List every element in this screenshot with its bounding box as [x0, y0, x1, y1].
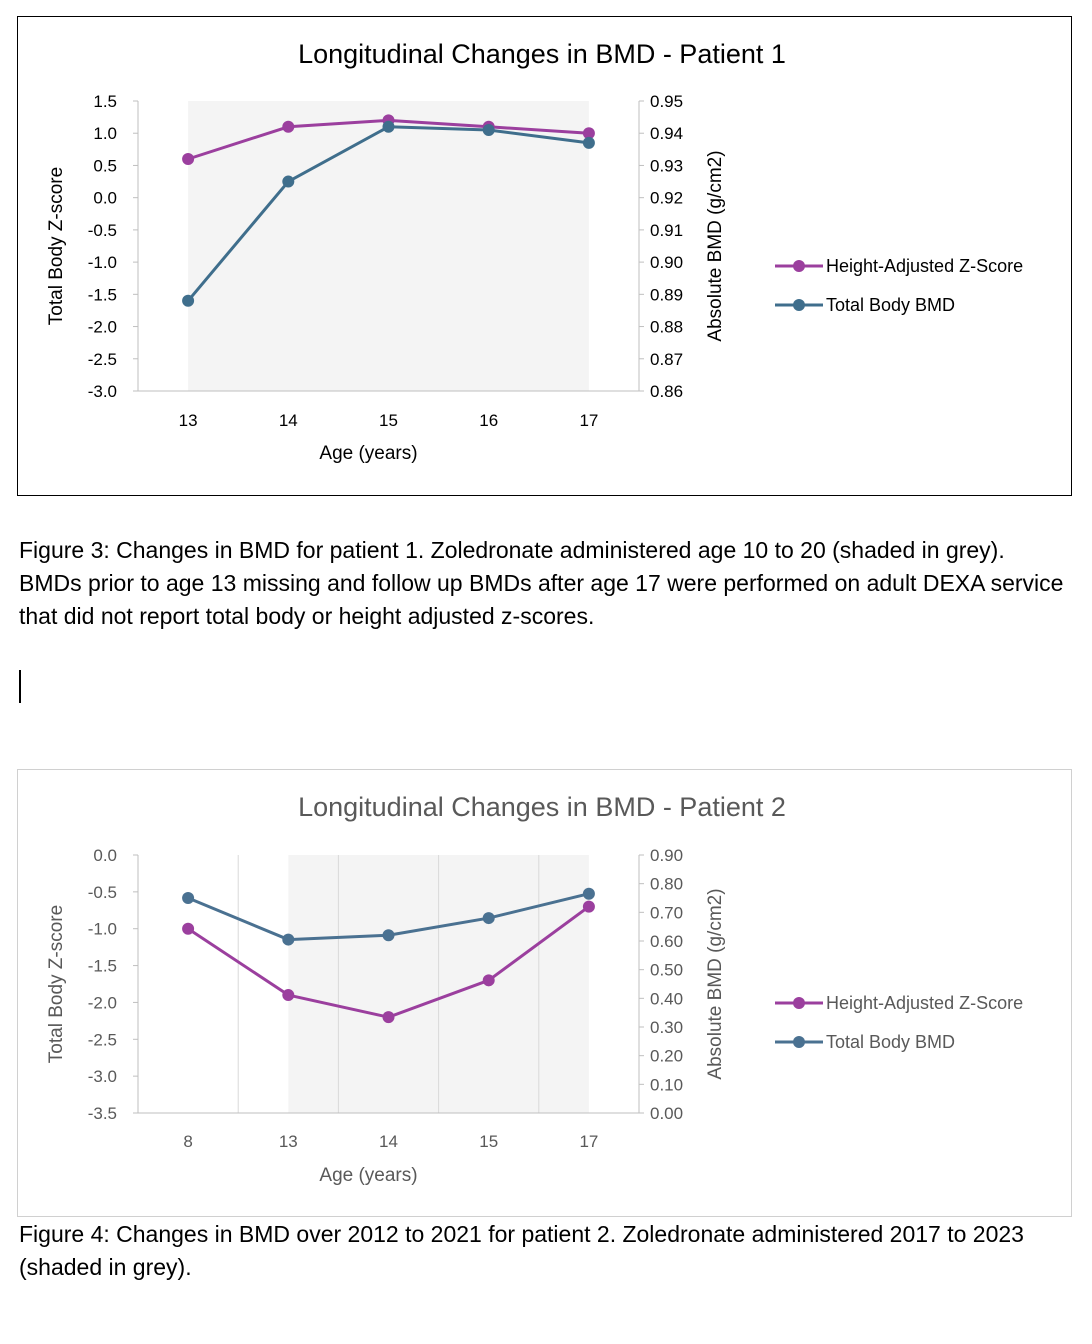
chart-title: Longitudinal Changes in BMD - Patient 2: [298, 792, 786, 822]
legend-marker: [793, 299, 805, 311]
y-tick-label: -1.5: [88, 285, 117, 304]
chart-patient-2: -3.5 -3.0 -2.5 -2.0 -1.5 -1.0 -0.5 0.0 0.00 0.10 0…: [17, 769, 1072, 1217]
y-tick-label: 0.5: [93, 156, 117, 175]
legend-label: Total Body BMD: [826, 295, 955, 315]
legend-marker: [793, 260, 805, 272]
x-axis-title: Age (years): [319, 1165, 417, 1186]
y2-tick-label: 0.89: [650, 285, 683, 304]
y2-tick-label: 0.20: [650, 1047, 683, 1066]
y-tick-label: -2.5: [88, 350, 117, 369]
y2-tick-label: 0.90: [650, 846, 683, 865]
y2-tick-label: 0.90: [650, 253, 683, 272]
x-tick-label: 13: [179, 411, 198, 430]
data-point: [582, 887, 595, 900]
y-tick-label: -1.0: [88, 253, 117, 272]
y2-tick-label: 0.00: [650, 1104, 683, 1123]
text-cursor: [19, 670, 21, 703]
x-tick-label: 15: [379, 411, 398, 430]
y-tick-label: -1.5: [88, 957, 117, 976]
y-tick-label: -3.0: [88, 382, 117, 401]
y2-tick-label: 0.40: [650, 989, 683, 1008]
y2-tick-label: 0.80: [650, 875, 683, 894]
legend-marker: [793, 1036, 805, 1048]
chart-2-canvas: -3.5 -3.0 -2.5 -2.0 -1.5 -1.0 -0.5 0.0 0.00 0.10 0…: [46, 792, 1023, 1186]
data-point: [382, 1011, 395, 1024]
x-tick-label: 14: [379, 1132, 398, 1151]
data-point: [382, 929, 395, 942]
x-tick-label: 17: [579, 1132, 598, 1151]
y2-tick-label: 0.87: [650, 350, 683, 369]
y2-tick-label: 0.50: [650, 961, 683, 980]
y-tick-label: -0.5: [88, 883, 117, 902]
x-tick-label: 14: [279, 411, 298, 430]
y2-tick-label: 0.30: [650, 1018, 683, 1037]
y2-tick-label: 0.95: [650, 92, 683, 111]
data-point: [582, 900, 595, 913]
data-point: [182, 294, 195, 307]
y2-tick-label: 0.94: [650, 124, 683, 143]
y2-tick-label: 0.70: [650, 903, 683, 922]
y2-tick-label: 0.10: [650, 1075, 683, 1094]
y-tick-label: -3.0: [88, 1067, 117, 1086]
y2-tick-label: 0.93: [650, 156, 683, 175]
y-tick-label: -0.5: [88, 221, 117, 240]
chart-title: Longitudinal Changes in BMD - Patient 1: [298, 39, 786, 69]
x-tick-label: 16: [479, 411, 498, 430]
legend-label: Height-Adjusted Z-Score: [826, 993, 1023, 1013]
data-point: [582, 127, 595, 140]
x-tick-label: 15: [479, 1132, 498, 1151]
y-tick-label: -2.0: [88, 993, 117, 1012]
y-tick-label: 1.0: [93, 124, 117, 143]
y-tick-label: -2.5: [88, 1030, 117, 1049]
x-tick-label: 8: [183, 1132, 192, 1151]
figure-3-caption: Figure 3: Changes in BMD for patient 1. …: [19, 537, 1064, 629]
y-tick-label: 0.0: [93, 846, 117, 865]
x-tick-label: 17: [579, 411, 598, 430]
data-point: [282, 175, 295, 188]
y-tick-label: 1.5: [93, 92, 117, 111]
y-axis-title: Total Body Z-score: [46, 905, 67, 1063]
data-point: [482, 974, 495, 987]
data-point: [282, 989, 295, 1002]
legend-marker: [793, 997, 805, 1009]
y2-axis-title: Absolute BMD (g/cm2): [705, 150, 726, 341]
data-point: [382, 120, 395, 133]
y2-tick-label: 0.88: [650, 318, 683, 337]
y2-tick-label: 0.60: [650, 932, 683, 951]
y2-tick-label: 0.91: [650, 221, 683, 240]
y-axis-title: Total Body Z-score: [46, 167, 67, 325]
shaded-treatment-region: [188, 101, 589, 391]
legend-label: Height-Adjusted Z-Score: [826, 256, 1023, 276]
y-tick-label: -1.0: [88, 920, 117, 939]
data-point: [482, 124, 495, 136]
data-point: [182, 153, 195, 165]
y-tick-label: 0.0: [93, 189, 117, 208]
data-point: [182, 922, 195, 935]
data-point: [282, 933, 295, 946]
chart-patient-1: -3.0 -2.5 -2.0 -1.5 -1.0 -0.5 0.0 0.5 1.0 1.5 0.86…: [17, 16, 1072, 496]
x-tick-label: 13: [279, 1132, 298, 1151]
data-point: [282, 120, 295, 133]
x-axis-title: Age (years): [319, 443, 417, 464]
chart-1-canvas: -3.0 -2.5 -2.0 -1.5 -1.0 -0.5 0.0 0.5 1.0 1.5 0.86…: [46, 39, 1023, 464]
data-point: [182, 892, 195, 904]
y2-tick-label: 0.86: [650, 382, 683, 401]
legend-label: Total Body BMD: [826, 1032, 955, 1052]
y2-axis-title: Absolute BMD (g/cm2): [705, 888, 726, 1079]
data-point: [482, 912, 495, 925]
y-tick-label: -3.5: [88, 1104, 117, 1123]
figure-4-caption: Figure 4: Changes in BMD over 2012 to 20…: [19, 1221, 1024, 1280]
y-tick-label: -2.0: [88, 318, 117, 337]
data-point: [582, 136, 595, 149]
y2-tick-label: 0.92: [650, 189, 683, 208]
